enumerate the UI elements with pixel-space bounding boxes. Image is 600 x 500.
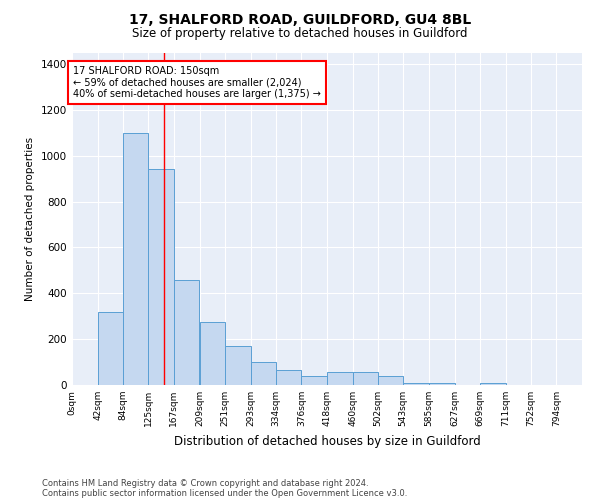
Bar — [276, 370, 301, 385]
Bar — [378, 376, 403, 385]
Text: 17 SHALFORD ROAD: 150sqm
← 59% of detached houses are smaller (2,024)
40% of sem: 17 SHALFORD ROAD: 150sqm ← 59% of detach… — [73, 66, 321, 100]
Bar — [199, 322, 225, 385]
Bar — [353, 372, 378, 385]
Y-axis label: Number of detached properties: Number of detached properties — [25, 136, 35, 301]
Bar — [148, 170, 174, 385]
X-axis label: Distribution of detached houses by size in Guildford: Distribution of detached houses by size … — [173, 434, 481, 448]
Text: Contains HM Land Registry data © Crown copyright and database right 2024.: Contains HM Land Registry data © Crown c… — [42, 478, 368, 488]
Text: 17, SHALFORD ROAD, GUILDFORD, GU4 8BL: 17, SHALFORD ROAD, GUILDFORD, GU4 8BL — [129, 12, 471, 26]
Bar — [225, 346, 251, 385]
Bar — [480, 382, 506, 385]
Text: Size of property relative to detached houses in Guildford: Size of property relative to detached ho… — [132, 28, 468, 40]
Bar — [429, 382, 455, 385]
Text: Contains public sector information licensed under the Open Government Licence v3: Contains public sector information licen… — [42, 488, 407, 498]
Bar — [327, 372, 353, 385]
Bar — [301, 376, 327, 385]
Bar — [251, 362, 276, 385]
Bar — [174, 280, 199, 385]
Bar — [123, 133, 148, 385]
Bar — [98, 312, 123, 385]
Bar — [403, 382, 429, 385]
